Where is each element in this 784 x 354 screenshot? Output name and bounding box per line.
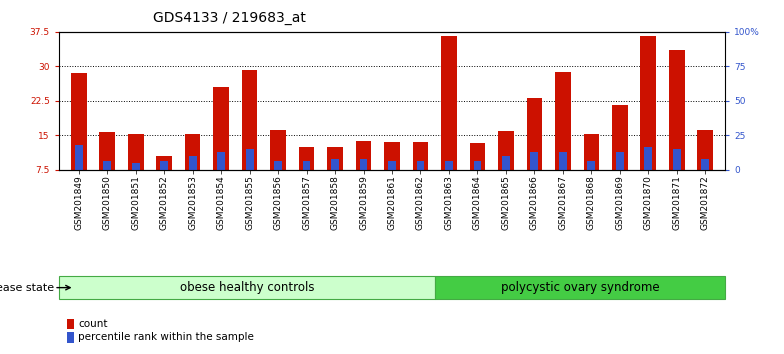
Bar — [303, 161, 310, 204]
Bar — [274, 161, 282, 204]
Bar — [388, 161, 396, 204]
Text: percentile rank within the sample: percentile rank within the sample — [78, 332, 254, 342]
Bar — [103, 161, 111, 204]
Bar — [412, 142, 428, 204]
Bar — [128, 135, 143, 204]
Bar — [416, 161, 424, 204]
Bar — [185, 135, 201, 204]
Bar — [360, 159, 368, 204]
Bar — [644, 147, 652, 204]
Bar — [132, 163, 140, 204]
Bar — [356, 141, 372, 204]
Text: obese healthy controls: obese healthy controls — [180, 281, 314, 294]
Text: disease state: disease state — [0, 282, 54, 293]
Bar — [531, 152, 539, 204]
Bar — [71, 73, 86, 204]
Bar — [555, 72, 571, 204]
Bar — [217, 152, 225, 204]
Bar — [441, 36, 457, 204]
Bar — [270, 130, 286, 204]
Bar — [384, 142, 400, 204]
Bar — [156, 156, 172, 204]
Bar — [100, 132, 115, 204]
Bar — [74, 144, 82, 204]
Bar — [327, 147, 343, 204]
Bar — [559, 152, 567, 204]
Bar — [241, 70, 257, 204]
Text: GDS4133 / 219683_at: GDS4133 / 219683_at — [153, 11, 306, 25]
Bar — [669, 50, 684, 204]
Bar — [702, 159, 710, 204]
Text: count: count — [78, 319, 108, 329]
Bar — [160, 161, 168, 204]
Bar — [612, 105, 628, 204]
Bar — [299, 147, 314, 204]
Bar — [527, 98, 543, 204]
Bar — [474, 161, 481, 204]
Bar — [470, 143, 485, 204]
Bar — [587, 161, 595, 204]
Bar — [498, 131, 514, 204]
Bar — [189, 156, 197, 204]
Bar — [673, 149, 681, 204]
Bar — [213, 87, 229, 204]
Bar — [502, 156, 510, 204]
Bar — [331, 159, 339, 204]
Text: polycystic ovary syndrome: polycystic ovary syndrome — [501, 281, 659, 294]
Bar — [698, 130, 713, 204]
Bar — [616, 152, 624, 204]
Bar — [641, 36, 656, 204]
Bar — [445, 161, 453, 204]
Bar — [583, 134, 599, 204]
Bar — [245, 149, 253, 204]
